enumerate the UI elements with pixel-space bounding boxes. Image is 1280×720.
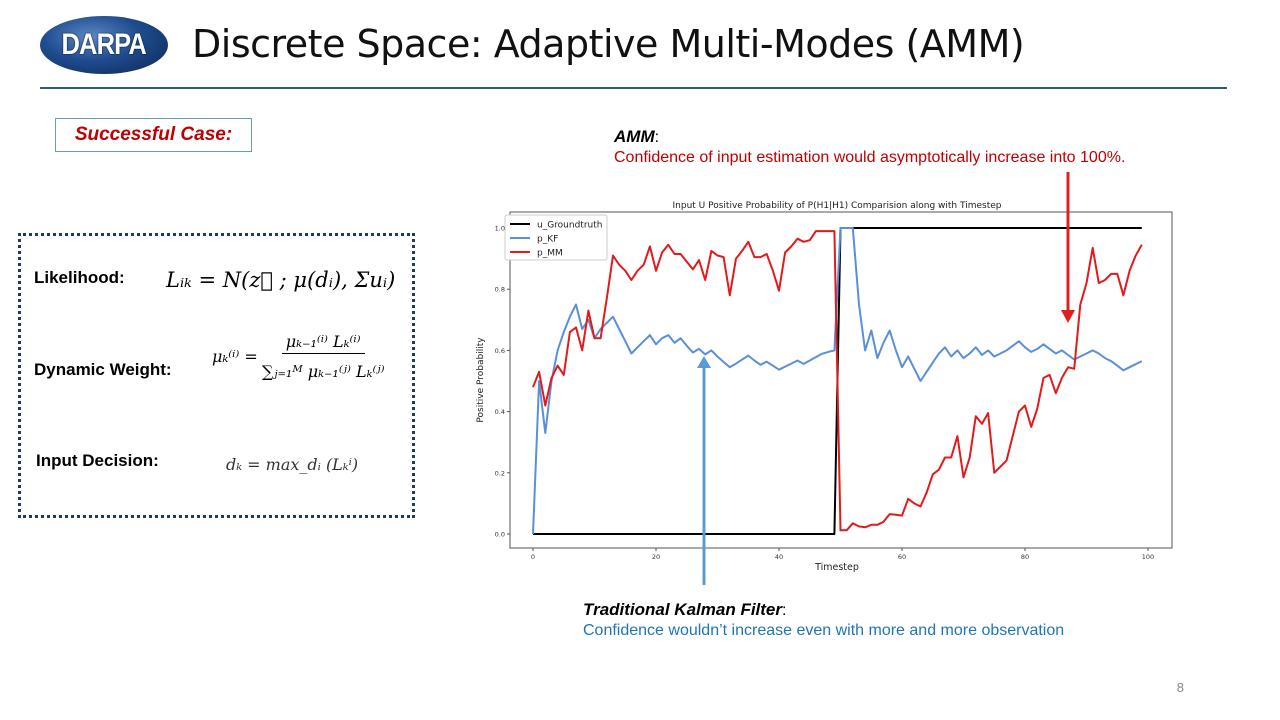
- amm-annotation: AMM: Confidence of input estimation woul…: [614, 127, 1126, 166]
- x-axis-label: Timestep: [814, 562, 859, 573]
- legend-label: u_Groundtruth: [537, 221, 602, 231]
- y-tick-label: 1.0: [495, 225, 505, 233]
- kf-text: Confidence wouldn’t increase even with m…: [583, 622, 1065, 639]
- x-tick-label: 80: [1021, 553, 1029, 561]
- y-tick-label: 0.8: [495, 286, 505, 294]
- y-tick-label: 0.0: [495, 531, 505, 539]
- slide-title: Discrete Space: Adaptive Multi-Modes (AM…: [192, 22, 1025, 66]
- likelihood-formula: Lᵢₖ = N(z⃗ ; μ(dᵢ), Σuᵢ): [166, 268, 395, 292]
- input-decision-formula: dₖ = max_dᵢ (Lₖⁱ): [226, 455, 359, 474]
- case-label-box: Successful Case:: [55, 118, 252, 152]
- x-tick-label: 60: [898, 553, 906, 561]
- likelihood-expr: Lᵢₖ = N(z⃗ ; μ(dᵢ), Σuᵢ): [166, 268, 396, 292]
- y-tick-label: 0.6: [495, 347, 505, 355]
- logo-text: DARPA: [61, 28, 147, 61]
- legend: u_Groundtruth p_KF p_MM: [504, 214, 608, 261]
- darpa-logo: DARPA: [40, 16, 168, 74]
- dynamic-weight-denominator: ∑ⱼ₌₁ᴹ μₖ₋₁⁽ʲ⁾ Lₖ⁽ʲ⁾: [261, 362, 385, 381]
- dynamic-weight-lhs: μₖ⁽ⁱ⁾ =: [212, 347, 258, 366]
- case-label: Successful Case:: [74, 124, 233, 145]
- plot-frame: [509, 211, 1173, 549]
- legend-label: p_KF: [537, 235, 558, 245]
- series-line-p-kf: [532, 227, 1143, 535]
- chart-title: Input U Positive Probability of P(H1|H1)…: [673, 201, 1002, 211]
- amm-arrow-head-icon: [1061, 310, 1075, 323]
- formula-box: [18, 233, 415, 518]
- y-axis-label: Positive Probability: [476, 337, 486, 423]
- kf-arrow-head-icon: [697, 356, 711, 368]
- dynamic-weight-formula: μₖ⁽ⁱ⁾ = μₖ₋₁⁽ⁱ⁾ Lₖ⁽ⁱ⁾ ∑ⱼ₌₁ᴹ μₖ₋₁⁽ʲ⁾ Lₖ⁽ʲ⁾: [212, 332, 385, 381]
- amm-text: Confidence of input estimation would asy…: [614, 149, 1126, 166]
- series-line-p-mm: [532, 230, 1143, 532]
- x-tick-label: 40: [775, 553, 783, 561]
- x-tick-label: 100: [1142, 553, 1154, 561]
- kf-annotation: Traditional Kalman Filter: Confidence wo…: [583, 600, 1065, 639]
- x-tick-label: 20: [652, 553, 660, 561]
- page-number: 8: [1176, 680, 1184, 695]
- input-decision-label: Input Decision:: [36, 451, 159, 470]
- amm-heading: AMM: [614, 127, 655, 146]
- kf-heading: Traditional Kalman Filter: [583, 600, 783, 619]
- dynamic-weight-label: Dynamic Weight:: [34, 360, 172, 379]
- legend-label: p_MM: [537, 249, 563, 259]
- x-tick-label: 0: [531, 553, 535, 561]
- y-tick-label: 0.4: [495, 408, 505, 416]
- likelihood-label: Likelihood:: [34, 268, 125, 287]
- dynamic-weight-numerator: μₖ₋₁⁽ⁱ⁾ Lₖ⁽ⁱ⁾: [281, 332, 365, 354]
- title-divider: [40, 87, 1227, 89]
- y-tick-label: 0.2: [495, 469, 505, 477]
